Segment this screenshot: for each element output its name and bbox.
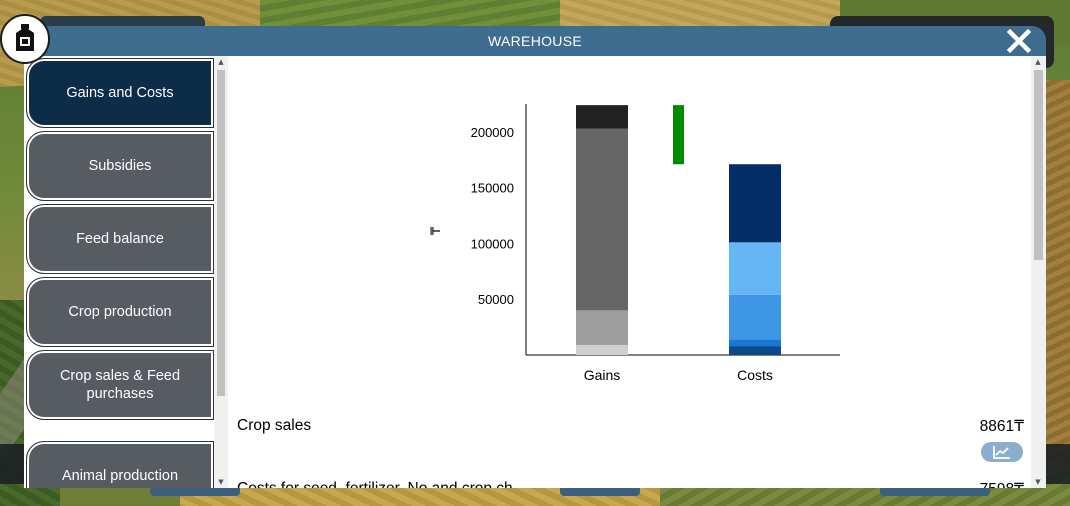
sidebar-item-label: Feed balance [76,231,164,247]
close-button[interactable] [1004,26,1034,56]
bar-segment-costs [729,242,781,295]
warehouse-logo-icon [0,14,50,64]
row-label-costs: Costs for seed, fertilizer, No and crop … [237,480,526,488]
row-value-crop-sales: 8861₸ [979,418,1024,435]
sidebar-item-crop-sales-feed-purchases[interactable]: Crop sales & Feed purchases [26,350,214,420]
gains-costs-chart: 50000 100000 150000 200000 ₸ Gains Costs [428,104,840,383]
y-tick-label: 200000 [471,125,514,140]
main-scrollbar[interactable]: ▲ ▼ [1031,56,1046,488]
bar-segment-gains [576,310,628,345]
sidebar-item-label: Subsidies [88,158,152,174]
difference-bar [673,105,684,165]
sidebar: Gains and Costs Subsidies Feed balance C… [24,56,214,488]
sidebar-scrollbar[interactable]: ▲ ▼ [214,56,228,488]
y-axis-label: ₸ [428,226,443,235]
y-tick-label: 150000 [471,181,514,196]
sidebar-item-crop-production[interactable]: Crop production [26,277,214,347]
scroll-up-arrow-icon[interactable]: ▲ [218,58,224,66]
sidebar-item-subsidies[interactable]: Subsidies [26,131,214,201]
bar-segment-gains [576,128,628,311]
row-label-crop-sales: Crop sales [237,417,312,434]
scroll-down-arrow-icon[interactable]: ▼ [218,478,224,486]
x-tick-label: Gains [584,367,621,383]
trend-chart-button[interactable] [981,442,1023,462]
bar-segment-costs [729,164,781,243]
y-tick-label: 100000 [471,236,514,251]
bar-segment-costs [729,346,781,355]
sidebar-scroll-thumb[interactable] [217,70,225,396]
bar-segment-costs [729,339,781,347]
window-body: Gains and Costs Subsidies Feed balance C… [24,56,1046,488]
sidebar-item-label: Crop production [68,304,172,320]
x-tick-label: Costs [737,367,773,383]
bar-segment-gains [576,344,628,355]
warehouse-window: WAREHOUSE Gains and Costs Subsidies Feed… [24,26,1046,488]
sidebar-item-label: Animal production [61,468,179,484]
sidebar-item-animal-production[interactable]: Animal production [26,441,214,488]
row-value-costs: 7598₸ [980,480,1024,488]
sidebar-item-gains-and-costs[interactable]: Gains and Costs [26,58,214,128]
window-title: WAREHOUSE [488,33,582,49]
y-tick-label: 50000 [478,292,514,307]
main-panel: 50000 100000 150000 200000 ₸ Gains Costs Crop … [228,56,1046,488]
bar-segment-gains [576,105,628,129]
scroll-up-arrow-icon[interactable]: ▲ [1035,58,1041,66]
sidebar-item-label: Crop sales & Feed purchases [59,368,181,402]
window-header: WAREHOUSE [24,26,1046,56]
sidebar-item-label: Gains and Costs [66,85,174,101]
close-icon [1006,28,1032,54]
chart-line-icon [993,446,1010,459]
bar-segment-costs [729,294,781,340]
sidebar-item-feed-balance[interactable]: Feed balance [26,204,214,274]
scroll-down-arrow-icon[interactable]: ▼ [1035,478,1041,486]
main-scroll-thumb[interactable] [1034,70,1043,260]
